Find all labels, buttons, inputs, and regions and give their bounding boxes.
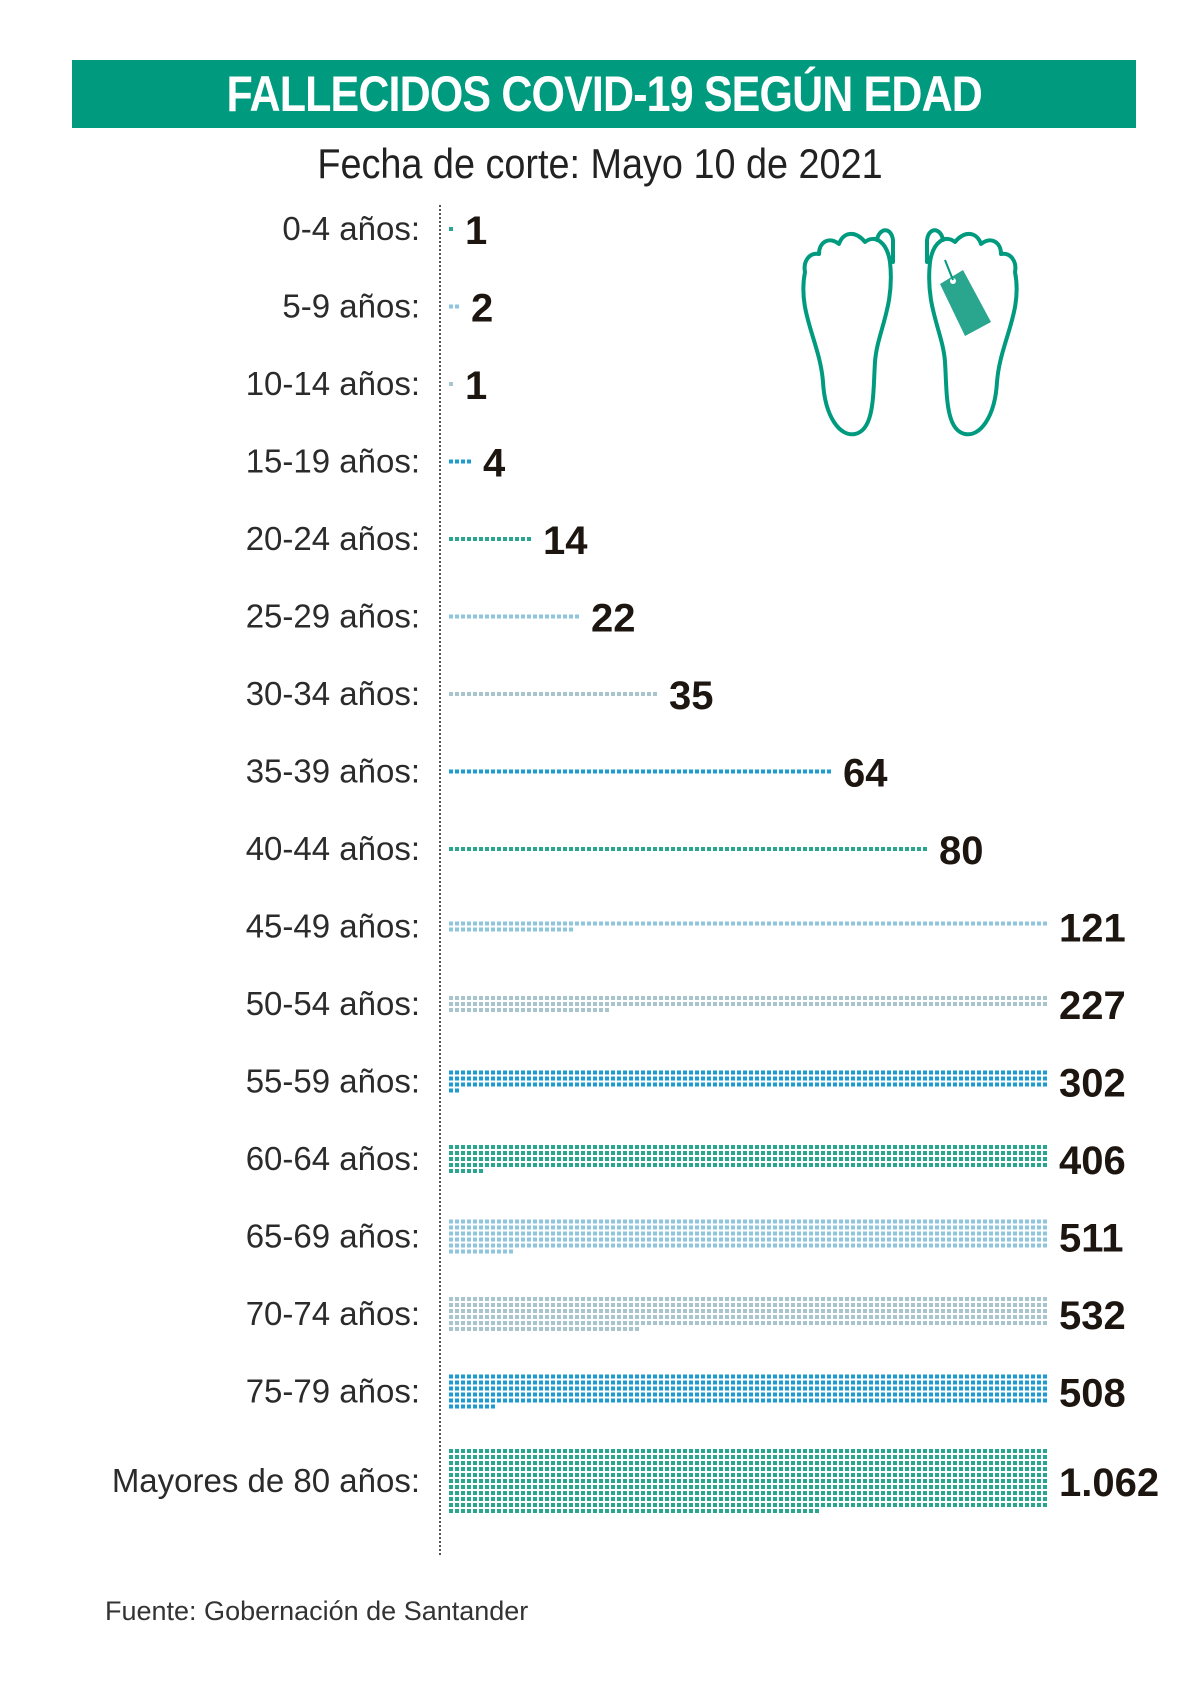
bar (449, 847, 927, 851)
category-label: 30-34 años: (246, 675, 420, 712)
category-label: 40-44 años: (246, 830, 420, 867)
value-label: 406 (1059, 1139, 1126, 1183)
bar (449, 1070, 1047, 1093)
category-label: 50-54 años: (246, 985, 420, 1022)
bar (449, 1297, 1047, 1331)
bar (449, 1145, 1047, 1173)
chart-title: FALLECIDOS COVID-19 SEGÚN EDAD (226, 66, 982, 122)
chart-subtitle: Fecha de corte: Mayo 10 de 2021 (317, 140, 883, 187)
bar (449, 1374, 1047, 1409)
bar (449, 1449, 1047, 1513)
source-note: Fuente: Gobernación de Santander (105, 1596, 529, 1626)
value-label: 64 (843, 752, 888, 796)
bar (449, 692, 657, 696)
value-label: 511 (1059, 1217, 1124, 1261)
category-label: Mayores de 80 años: (112, 1462, 420, 1499)
value-label: 227 (1059, 984, 1126, 1028)
category-label: 45-49 años: (246, 908, 420, 945)
value-label: 4 (483, 442, 506, 486)
value-label: 14 (543, 519, 588, 563)
value-label: 1.062 (1059, 1461, 1159, 1505)
bar (449, 921, 1047, 932)
bar (449, 537, 531, 541)
value-label: 35 (669, 674, 714, 718)
category-label: 35-39 años: (246, 753, 420, 790)
bar (449, 1219, 1047, 1254)
value-label: 532 (1059, 1294, 1126, 1338)
value-label: 1 (465, 209, 487, 253)
bar (449, 769, 831, 774)
bar (449, 459, 471, 464)
value-label: 2 (471, 287, 493, 331)
value-label: 80 (939, 829, 984, 873)
category-label: 75-79 años: (246, 1373, 420, 1410)
category-label: 55-59 años: (246, 1063, 420, 1100)
value-label: 22 (591, 597, 636, 641)
value-label: 302 (1059, 1062, 1126, 1106)
category-label: 0-4 años: (282, 210, 420, 247)
bar (449, 996, 1047, 1012)
category-label: 5-9 años: (282, 288, 420, 325)
bar (449, 614, 579, 619)
category-label: 20-24 años: (246, 520, 420, 557)
category-label: 15-19 años: (246, 443, 420, 480)
category-label: 70-74 años: (246, 1295, 420, 1332)
category-label: 60-64 años: (246, 1140, 420, 1177)
value-label: 121 (1059, 907, 1126, 951)
feet-with-toe-tag-icon (801, 228, 1019, 437)
value-label: 508 (1059, 1372, 1126, 1416)
bar (449, 382, 453, 386)
bar (449, 227, 453, 231)
category-label: 65-69 años: (246, 1218, 420, 1255)
axis-dotted-line (439, 205, 441, 1555)
value-label: 1 (465, 364, 487, 408)
category-label: 10-14 años: (246, 365, 420, 402)
category-label: 25-29 años: (246, 598, 420, 635)
bar (449, 304, 459, 309)
title-banner: FALLECIDOS COVID-19 SEGÚN EDAD (72, 60, 1136, 128)
